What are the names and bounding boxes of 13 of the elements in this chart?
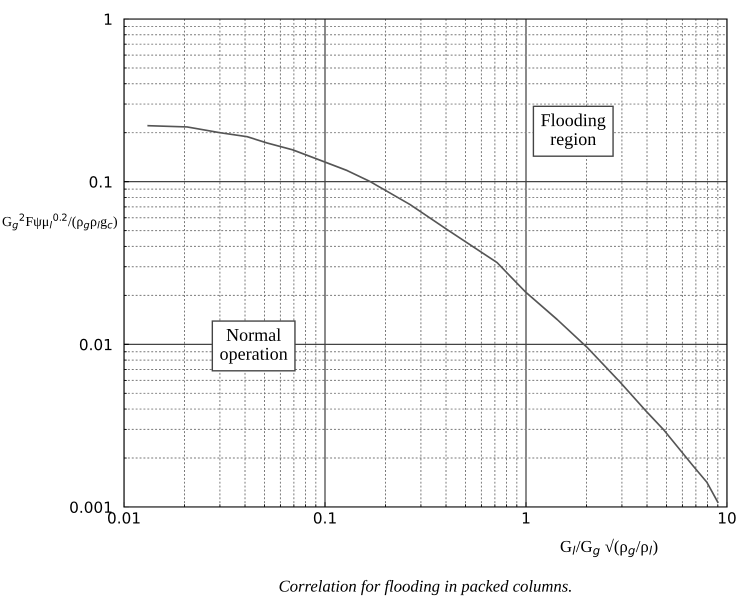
y-tick-label: 0.01 [80, 338, 112, 350]
annotation: Flooding region [541, 114, 606, 149]
text: Correlation for flooding in packed columns. [280, 580, 571, 596]
x-tick-label: 10 [718, 512, 736, 524]
x-tick-label: 1 [522, 512, 530, 524]
y-tick-label: 0.1 [90, 176, 112, 188]
text: G$_{l}$/G$_{g}$ √(ρ$_{g}$/ρ$_{l}$) [560, 538, 658, 558]
x-tick-label: 0.01 [108, 512, 140, 524]
text: G$_{g}$$^{2}$Fψμ$_{l}$$^{0.2}$/(ρ$_{g}$ρ$_{l}$g$_{c}$) [2, 214, 117, 230]
annotation: Normal operation [220, 328, 288, 364]
y-tick-label: 0.001 [70, 501, 112, 514]
x-tick-label: 0.1 [314, 512, 336, 524]
y-tick-label: 1 [104, 14, 112, 25]
